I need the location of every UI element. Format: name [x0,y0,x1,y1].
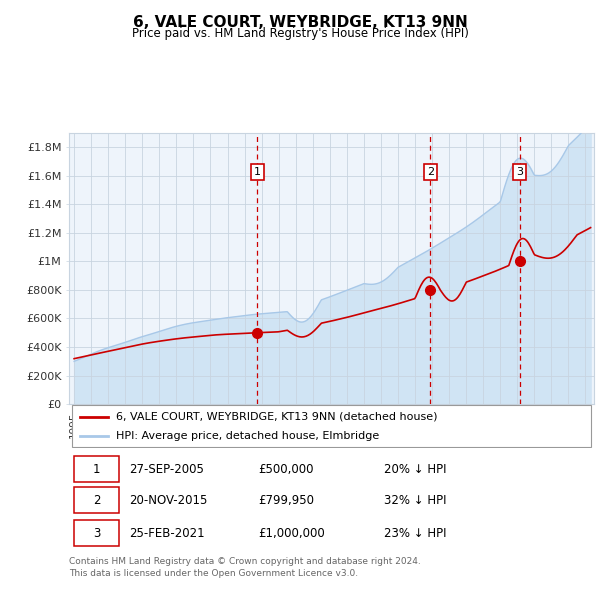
Text: 3: 3 [517,167,523,177]
Text: 20-NOV-2015: 20-NOV-2015 [130,493,208,507]
Text: 27-SEP-2005: 27-SEP-2005 [130,463,204,476]
Text: 2: 2 [427,167,434,177]
Text: This data is licensed under the Open Government Licence v3.0.: This data is licensed under the Open Gov… [69,569,358,579]
Text: 1: 1 [254,167,260,177]
Text: £500,000: £500,000 [258,463,314,476]
Text: 32% ↓ HPI: 32% ↓ HPI [384,493,446,507]
Text: 6, VALE COURT, WEYBRIDGE, KT13 9NN (detached house): 6, VALE COURT, WEYBRIDGE, KT13 9NN (deta… [116,412,438,421]
Text: 25-FEB-2021: 25-FEB-2021 [130,526,205,540]
Text: £799,950: £799,950 [258,493,314,507]
Text: Price paid vs. HM Land Registry's House Price Index (HPI): Price paid vs. HM Land Registry's House … [131,27,469,40]
FancyBboxPatch shape [71,405,592,447]
Text: £1,000,000: £1,000,000 [258,526,325,540]
Text: 6, VALE COURT, WEYBRIDGE, KT13 9NN: 6, VALE COURT, WEYBRIDGE, KT13 9NN [133,15,467,30]
Text: 20% ↓ HPI: 20% ↓ HPI [384,463,446,476]
Text: 2: 2 [93,493,100,507]
Text: 1: 1 [93,463,100,476]
Text: HPI: Average price, detached house, Elmbridge: HPI: Average price, detached house, Elmb… [116,431,380,441]
FancyBboxPatch shape [74,487,119,513]
FancyBboxPatch shape [74,520,119,546]
Text: 3: 3 [93,526,100,540]
Text: 23% ↓ HPI: 23% ↓ HPI [384,526,446,540]
Text: Contains HM Land Registry data © Crown copyright and database right 2024.: Contains HM Land Registry data © Crown c… [69,556,421,566]
FancyBboxPatch shape [74,455,119,483]
